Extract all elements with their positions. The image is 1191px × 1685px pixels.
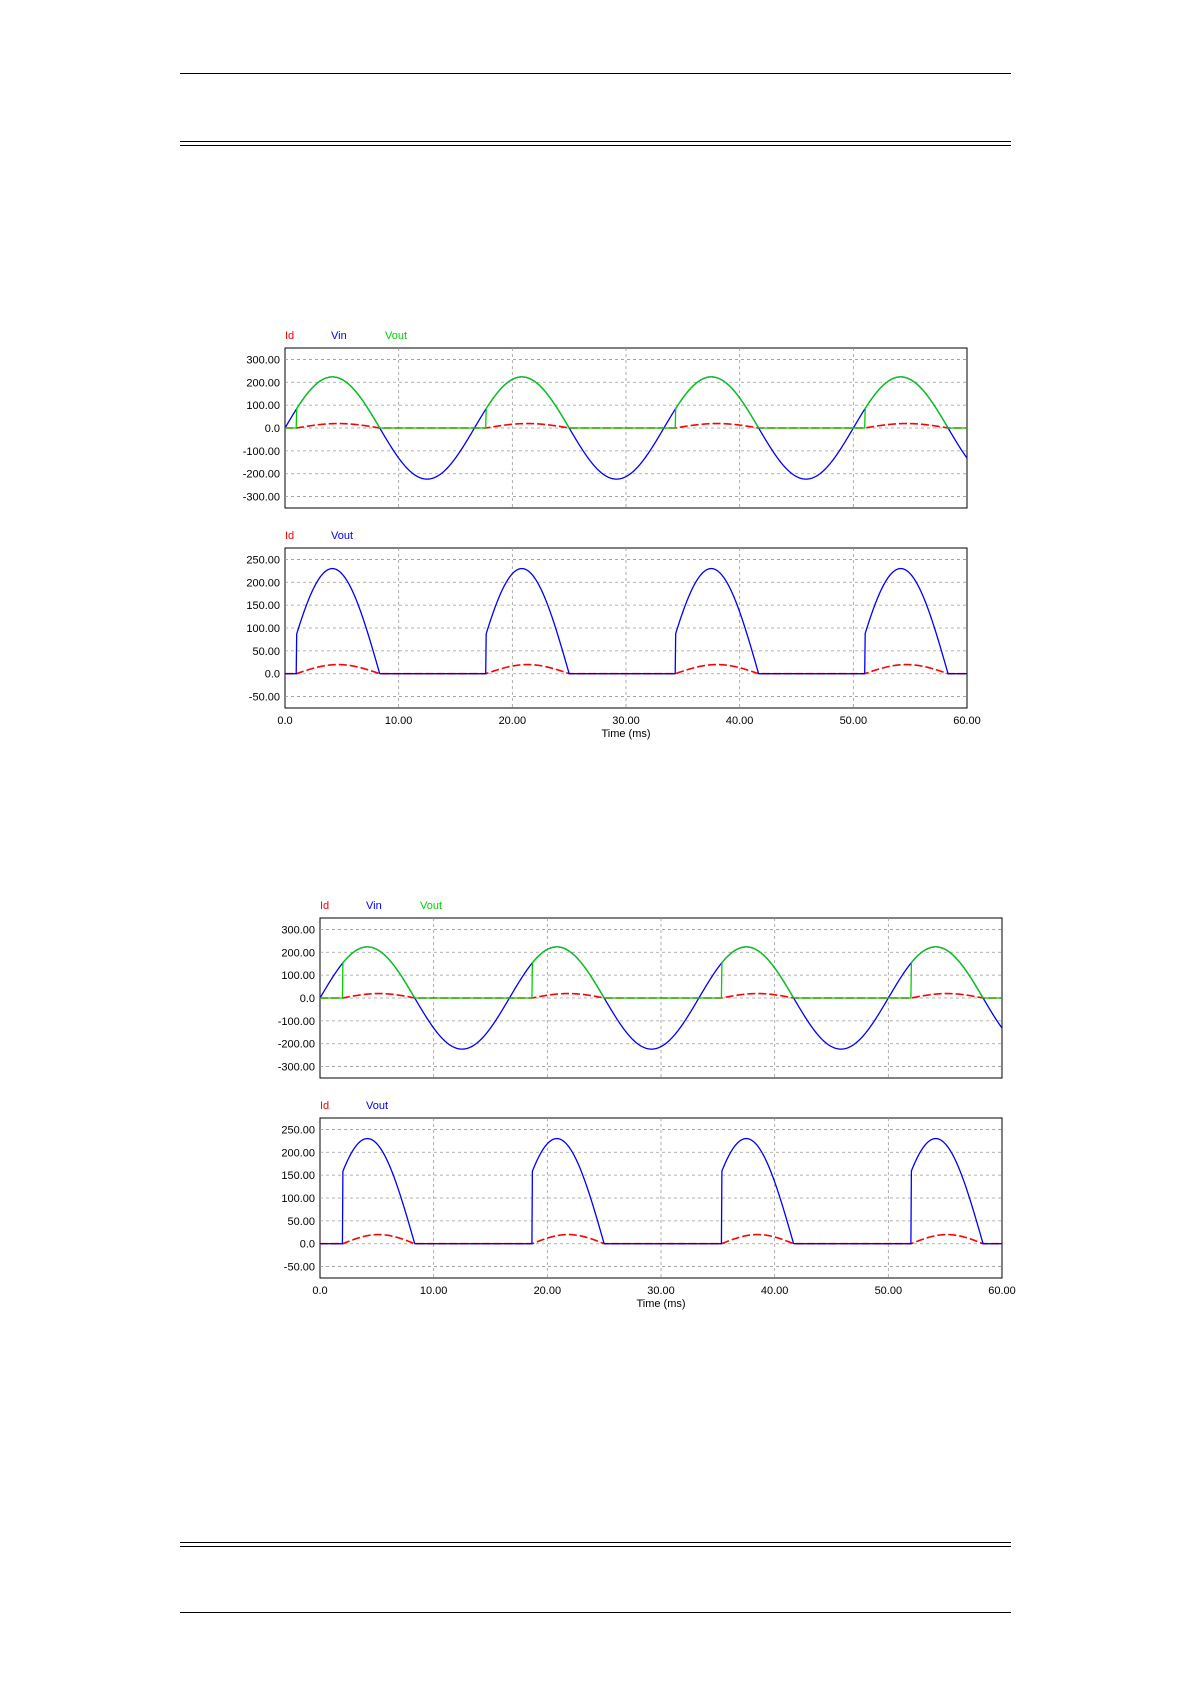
x-tick-label: 30.00: [647, 1285, 675, 1297]
series-id-line: [320, 992, 1002, 999]
y-tick-label: 100.00: [246, 623, 280, 635]
y-tick-label: 100.00: [281, 1193, 315, 1205]
legend-id: Id: [320, 900, 329, 912]
y-tick-label: 0.0: [300, 1239, 315, 1251]
y-tick-label: 300.00: [281, 924, 315, 936]
y-tick-label: 300.00: [246, 354, 280, 366]
y-tick-label: 50.00: [252, 646, 280, 658]
y-tick-label: 250.00: [246, 554, 280, 566]
y-tick-label: 50.00: [287, 1216, 315, 1228]
y-tick-label: -200.00: [243, 469, 280, 481]
x-tick-label: 40.00: [726, 715, 754, 727]
figure-2-panel-1: Id Vin Vout 300.00 200.00 100.00 0.0 -100.00 -20…: [278, 900, 1003, 1079]
y-tick-label: -300.00: [278, 1062, 315, 1074]
legend-id: Id: [285, 530, 294, 542]
series-vout-line: [320, 946, 1002, 999]
y-tick-label: 200.00: [281, 947, 315, 959]
y-tick-label: 0.0: [265, 669, 280, 681]
y-tick-label: -100.00: [243, 446, 280, 458]
y-tick-label: -50.00: [284, 1262, 315, 1274]
legend-vout: Vout: [366, 1100, 388, 1112]
legend-vout: Vout: [385, 330, 407, 342]
x-tick-label: 10.00: [385, 715, 413, 727]
figure-2-panel-2: Id Vout 250.00 200.00 150.00 100.00 50.00 0.0 -5…: [281, 1100, 1003, 1279]
x-tick-label: 30.00: [612, 715, 640, 727]
x-axis-label: Time (ms): [636, 1298, 685, 1310]
figure-1-panel-2: Id Vout 250.00 200.00 150.00 100.00 50.00 0.0 -5…: [246, 530, 968, 709]
y-tick-label: -200.00: [278, 1039, 315, 1051]
legend-id: Id: [285, 330, 294, 342]
legend-id: Id: [320, 1100, 329, 1112]
legend-vout: Vout: [420, 900, 442, 912]
y-tick-label: 0.0: [265, 423, 280, 435]
header-bottom-rule: [180, 141, 1011, 146]
y-tick-label: 100.00: [246, 400, 280, 412]
x-tick-label: 10.00: [420, 1285, 448, 1297]
x-tick-label: 50.00: [840, 715, 868, 727]
y-tick-label: 0.0: [300, 993, 315, 1005]
y-tick-label: 150.00: [281, 1170, 315, 1182]
y-tick-label: 200.00: [246, 377, 280, 389]
x-tick-label: 20.00: [499, 715, 527, 727]
legend-vin: Vin: [366, 900, 382, 912]
x-tick-label: 60.00: [988, 1285, 1016, 1297]
legend-vout: Vout: [331, 530, 353, 542]
x-axis-label: Time (ms): [601, 728, 650, 740]
series-vout-line: [320, 1137, 1002, 1245]
header-top-rule: [180, 73, 1011, 74]
footer-bottom-rule: [180, 1612, 1011, 1613]
y-tick-label: 100.00: [281, 970, 315, 982]
x-tick-label: 0.0: [277, 715, 292, 727]
y-tick-label: 200.00: [246, 577, 280, 589]
figure-1-panel-1: Id Vin Vout 300.00 200.00 100.00 0.0 -100.00 -20…: [243, 330, 968, 509]
legend-vin: Vin: [331, 330, 347, 342]
figure-1-waveform-chart: Id Vin Vout 300.00 200.00 100.00 0.0 -100.00 -20…: [243, 330, 981, 740]
y-tick-label: -50.00: [249, 692, 280, 704]
figure-2-waveform-chart: Id Vin Vout 300.00 200.00 100.00 0.0 -100.00 -20…: [278, 900, 1016, 1310]
y-tick-label: 250.00: [281, 1124, 315, 1136]
y-tick-label: -300.00: [243, 492, 280, 504]
y-tick-label: 150.00: [246, 600, 280, 612]
series-vout-line: [285, 567, 967, 675]
x-tick-label: 20.00: [534, 1285, 562, 1297]
y-tick-label: -100.00: [278, 1016, 315, 1028]
x-tick-label: 60.00: [953, 715, 981, 727]
footer-top-rule: [180, 1542, 1011, 1547]
x-tick-label: 40.00: [761, 1285, 789, 1297]
series-vout-line: [285, 376, 967, 429]
x-tick-label: 50.00: [875, 1285, 903, 1297]
y-tick-label: 200.00: [281, 1147, 315, 1159]
x-tick-label: 0.0: [312, 1285, 327, 1297]
